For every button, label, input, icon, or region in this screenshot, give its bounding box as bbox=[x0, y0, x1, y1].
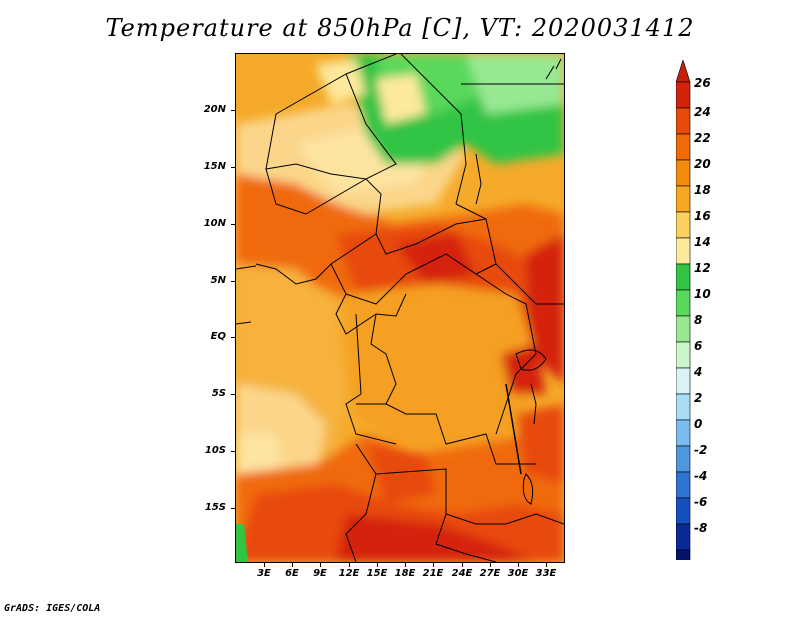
colorbar-label: 10 bbox=[694, 287, 711, 301]
colorbar-cell bbox=[676, 445, 691, 473]
lon-tick bbox=[433, 562, 434, 567]
colorbar-label: -8 bbox=[694, 521, 708, 535]
lon-label-24e: 24E bbox=[451, 568, 473, 579]
lat-tick bbox=[231, 110, 236, 111]
colorbar-cell bbox=[676, 133, 691, 161]
lon-label-33e: 33E bbox=[535, 568, 557, 579]
colorbar-label: 20 bbox=[694, 157, 711, 171]
colorbar-label: 6 bbox=[694, 339, 703, 353]
lon-label-27e: 27E bbox=[479, 568, 501, 579]
lon-label-18e: 18E bbox=[394, 568, 416, 579]
colorbar-label: 0 bbox=[694, 417, 703, 431]
lat-tick bbox=[231, 394, 236, 395]
lon-tick bbox=[377, 562, 378, 567]
lon-label-6e: 6E bbox=[285, 568, 299, 579]
lat-label-eq: EQ bbox=[210, 331, 226, 342]
colorbar-label: 22 bbox=[694, 131, 711, 145]
colorbar-cell bbox=[676, 393, 691, 421]
colorbar-cell bbox=[676, 523, 691, 551]
colorbar-cell bbox=[676, 497, 691, 525]
colorbar-cell bbox=[676, 107, 691, 135]
map-border bbox=[235, 53, 565, 563]
country-borders bbox=[236, 54, 564, 562]
lon-tick bbox=[546, 562, 547, 567]
colorbar-cell bbox=[676, 81, 691, 109]
lat-tick bbox=[231, 337, 236, 338]
colorbar-cell bbox=[676, 185, 691, 213]
lon-tick bbox=[462, 562, 463, 567]
lon-label-21e: 21E bbox=[422, 568, 444, 579]
lon-tick bbox=[490, 562, 491, 567]
lon-tick bbox=[264, 562, 265, 567]
map-title: Temperature at 850hPa [C], VT: 202003141… bbox=[105, 14, 695, 42]
colorbar-cell bbox=[676, 211, 691, 239]
temperature-map bbox=[236, 54, 564, 562]
lon-tick bbox=[518, 562, 519, 567]
lat-label-5n: 5N bbox=[210, 275, 226, 286]
colorbar-label: 12 bbox=[694, 261, 711, 275]
lat-label-15s: 15S bbox=[204, 502, 226, 513]
colorbar-cell bbox=[676, 289, 691, 317]
lat-tick bbox=[231, 224, 236, 225]
colorbar-label: -6 bbox=[694, 495, 708, 509]
lat-tick bbox=[231, 167, 236, 168]
colorbar-cell bbox=[676, 367, 691, 395]
lat-label-10n: 10N bbox=[203, 218, 226, 229]
lakes bbox=[475, 153, 547, 505]
footer-credit: GrADS: IGES/COLA bbox=[4, 603, 101, 614]
lon-tick bbox=[349, 562, 350, 567]
lat-tick bbox=[231, 281, 236, 282]
colorbar-label: 16 bbox=[694, 209, 711, 223]
colorbar-label: -4 bbox=[694, 469, 708, 483]
lat-tick bbox=[231, 451, 236, 452]
lon-label-15e: 15E bbox=[366, 568, 388, 579]
colorbar-cell bbox=[676, 549, 691, 560]
lon-label-30e: 30E bbox=[507, 568, 529, 579]
colorbar bbox=[676, 60, 691, 560]
lon-label-9e: 9E bbox=[313, 568, 327, 579]
lat-label-5s: 5S bbox=[211, 388, 226, 399]
colorbar-cell bbox=[676, 419, 691, 447]
colorbar-label: 24 bbox=[694, 105, 711, 119]
lat-tick bbox=[231, 508, 236, 509]
lat-label-20n: 20N bbox=[203, 104, 226, 115]
colorbar-over-triangle bbox=[676, 60, 691, 83]
colorbar-cell bbox=[676, 471, 691, 499]
colorbar-cell bbox=[676, 315, 691, 343]
lon-label-12e: 12E bbox=[338, 568, 360, 579]
colorbar-cell bbox=[676, 237, 691, 265]
lon-label-3e: 3E bbox=[257, 568, 271, 579]
colorbar-label: 2 bbox=[694, 391, 703, 405]
lat-label-15n: 15N bbox=[203, 161, 226, 172]
colorbar-label: 14 bbox=[694, 235, 711, 249]
colorbar-cell bbox=[676, 263, 691, 291]
colorbar-label: 4 bbox=[694, 365, 703, 379]
lon-tick bbox=[405, 562, 406, 567]
lon-tick bbox=[292, 562, 293, 567]
colorbar-label: 8 bbox=[694, 313, 703, 327]
colorbar-label: 18 bbox=[694, 183, 711, 197]
lon-tick bbox=[320, 562, 321, 567]
colorbar-label: -2 bbox=[694, 443, 708, 457]
colorbar-label: 26 bbox=[694, 76, 711, 90]
lat-label-10s: 10S bbox=[204, 445, 226, 456]
colorbar-cell bbox=[676, 341, 691, 369]
colorbar-cell bbox=[676, 159, 691, 187]
